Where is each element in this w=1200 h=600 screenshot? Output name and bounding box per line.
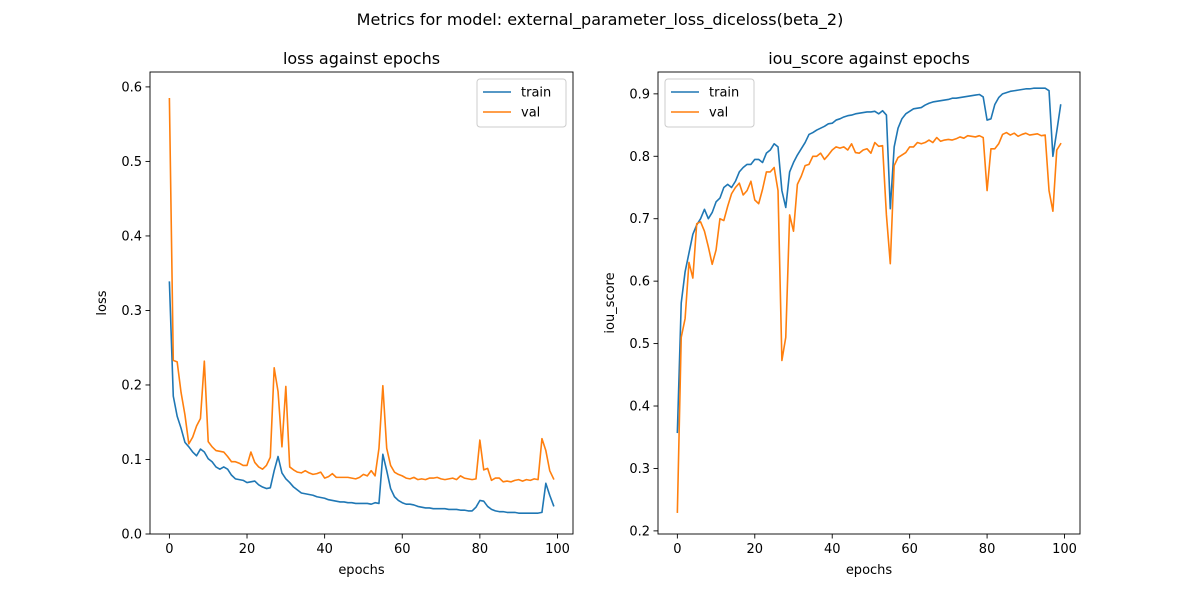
loss-y-axis-label: loss: [95, 290, 110, 315]
loss-y-tick-label: 0.4: [121, 229, 142, 244]
loss-legend: train val: [476, 78, 567, 128]
loss-y-tick-label: 0.6: [121, 80, 142, 95]
iou-axes-frame: [657, 71, 1081, 535]
loss-axes-frame: [149, 71, 574, 535]
iou-score-chart-panel: 0 20 40 60 80 100 0.2 0.3 0.4 0.5 0.6 0.7 0.8 0.9 iou_…: [603, 49, 1081, 578]
loss-legend-box: [476, 78, 567, 128]
iou-y-tick-label: 0.2: [629, 524, 650, 539]
loss-legend-label-val: val: [521, 106, 540, 121]
iou-chart-title: iou_score against epochs: [768, 49, 970, 69]
iou-x-tick-label: 0: [673, 542, 681, 557]
loss-x-tick-label: 60: [394, 542, 411, 557]
loss-chart-panel: 0 20 40 60 80 100 0.0 0.1 0.2 0.3 0.4 0.5 0.6 loss ag…: [95, 49, 574, 578]
loss-x-tick-label: 100: [545, 542, 570, 557]
iou-x-tick-label: 20: [747, 542, 764, 557]
iou-y-tick-label: 0.9: [629, 87, 650, 102]
loss-x-axis-label: epochs: [338, 563, 385, 578]
loss-y-tick-label: 0.2: [121, 378, 142, 393]
loss-y-tick-label: 0.0: [121, 528, 142, 543]
iou-y-axis-label: iou_score: [603, 272, 618, 333]
loss-series-train-line: [168, 281, 555, 514]
iou-y-tick-label: 0.4: [629, 400, 650, 415]
loss-chart-title: loss against epochs: [283, 49, 440, 68]
loss-x-tick-label: 80: [472, 542, 489, 557]
iou-y-tick-label: 0.8: [629, 150, 650, 165]
loss-x-tick-label: 20: [239, 542, 256, 557]
loss-x-tick-label: 40: [316, 542, 333, 557]
iou-legend-box: [664, 78, 755, 128]
figure-suptitle: Metrics for model: external_parameter_lo…: [357, 10, 844, 30]
iou-legend: train val: [664, 78, 755, 128]
iou-x-tick-label: 60: [901, 542, 918, 557]
loss-y-tick-label: 0.1: [121, 453, 142, 468]
iou-y-tick-label: 0.6: [629, 275, 650, 290]
loss-y-tick-label: 0.5: [121, 155, 142, 170]
loss-series-val-line: [168, 98, 555, 483]
loss-y-tick-label: 0.3: [121, 304, 142, 319]
iou-series-val-line: [676, 131, 1062, 513]
loss-legend-label-train: train: [521, 86, 551, 101]
iou-legend-label-val: val: [709, 106, 728, 121]
iou-x-axis-label: epochs: [846, 563, 893, 578]
iou-x-tick-label: 100: [1052, 542, 1077, 557]
loss-x-tick-label: 0: [165, 542, 173, 557]
iou-y-tick-label: 0.5: [629, 337, 650, 352]
iou-x-tick-label: 40: [824, 542, 841, 557]
iou-legend-label-train: train: [709, 86, 739, 101]
iou-series-train-line: [676, 87, 1062, 434]
iou-y-tick-label: 0.3: [629, 462, 650, 477]
iou-x-tick-label: 80: [979, 542, 996, 557]
iou-y-tick-label: 0.7: [629, 212, 650, 227]
